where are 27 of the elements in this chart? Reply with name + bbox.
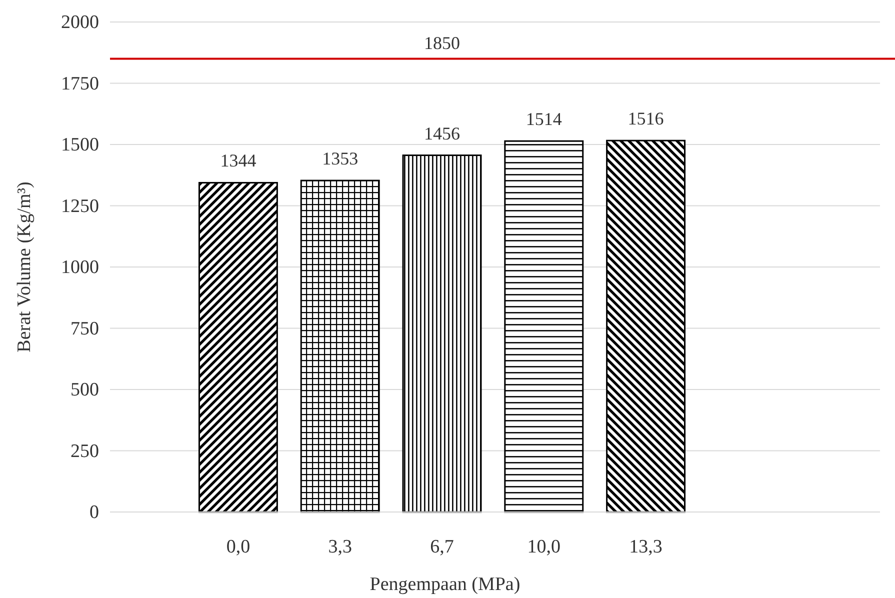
ref-line-label: 1850 xyxy=(424,32,460,53)
y-tick-label: 500 xyxy=(70,380,99,401)
x-tick-label: 3,3 xyxy=(328,536,352,558)
data-label: 1344 xyxy=(220,150,256,171)
x-tick-label: 13,3 xyxy=(629,536,662,558)
bar xyxy=(198,182,278,513)
bar xyxy=(300,180,380,513)
data-label: 1456 xyxy=(424,123,460,144)
x-axis-title: Pengempaan (MPa) xyxy=(370,574,520,595)
y-tick-label: 1000 xyxy=(61,257,99,278)
y-tick-label: 1750 xyxy=(61,73,99,94)
x-tick-label: 0,0 xyxy=(226,536,250,558)
y-axis-title: Berat Volume (Kg/m³) xyxy=(14,182,35,352)
y-tick-label: 250 xyxy=(70,440,99,462)
x-tick-label: 10,0 xyxy=(527,536,561,558)
data-label: 1514 xyxy=(526,109,562,130)
bar xyxy=(504,140,584,513)
y-tick-label: 2000 xyxy=(61,12,99,34)
bar xyxy=(606,140,686,513)
x-tick-label: 6,7 xyxy=(430,536,454,558)
bar xyxy=(402,154,482,513)
y-tick-label: 1500 xyxy=(61,134,99,156)
y-tick-label: 0 xyxy=(90,502,99,524)
y-tick-label: 750 xyxy=(70,318,99,340)
data-label: 1353 xyxy=(322,148,358,169)
y-tick-label: 1250 xyxy=(61,196,99,217)
data-label: 1516 xyxy=(628,108,664,129)
